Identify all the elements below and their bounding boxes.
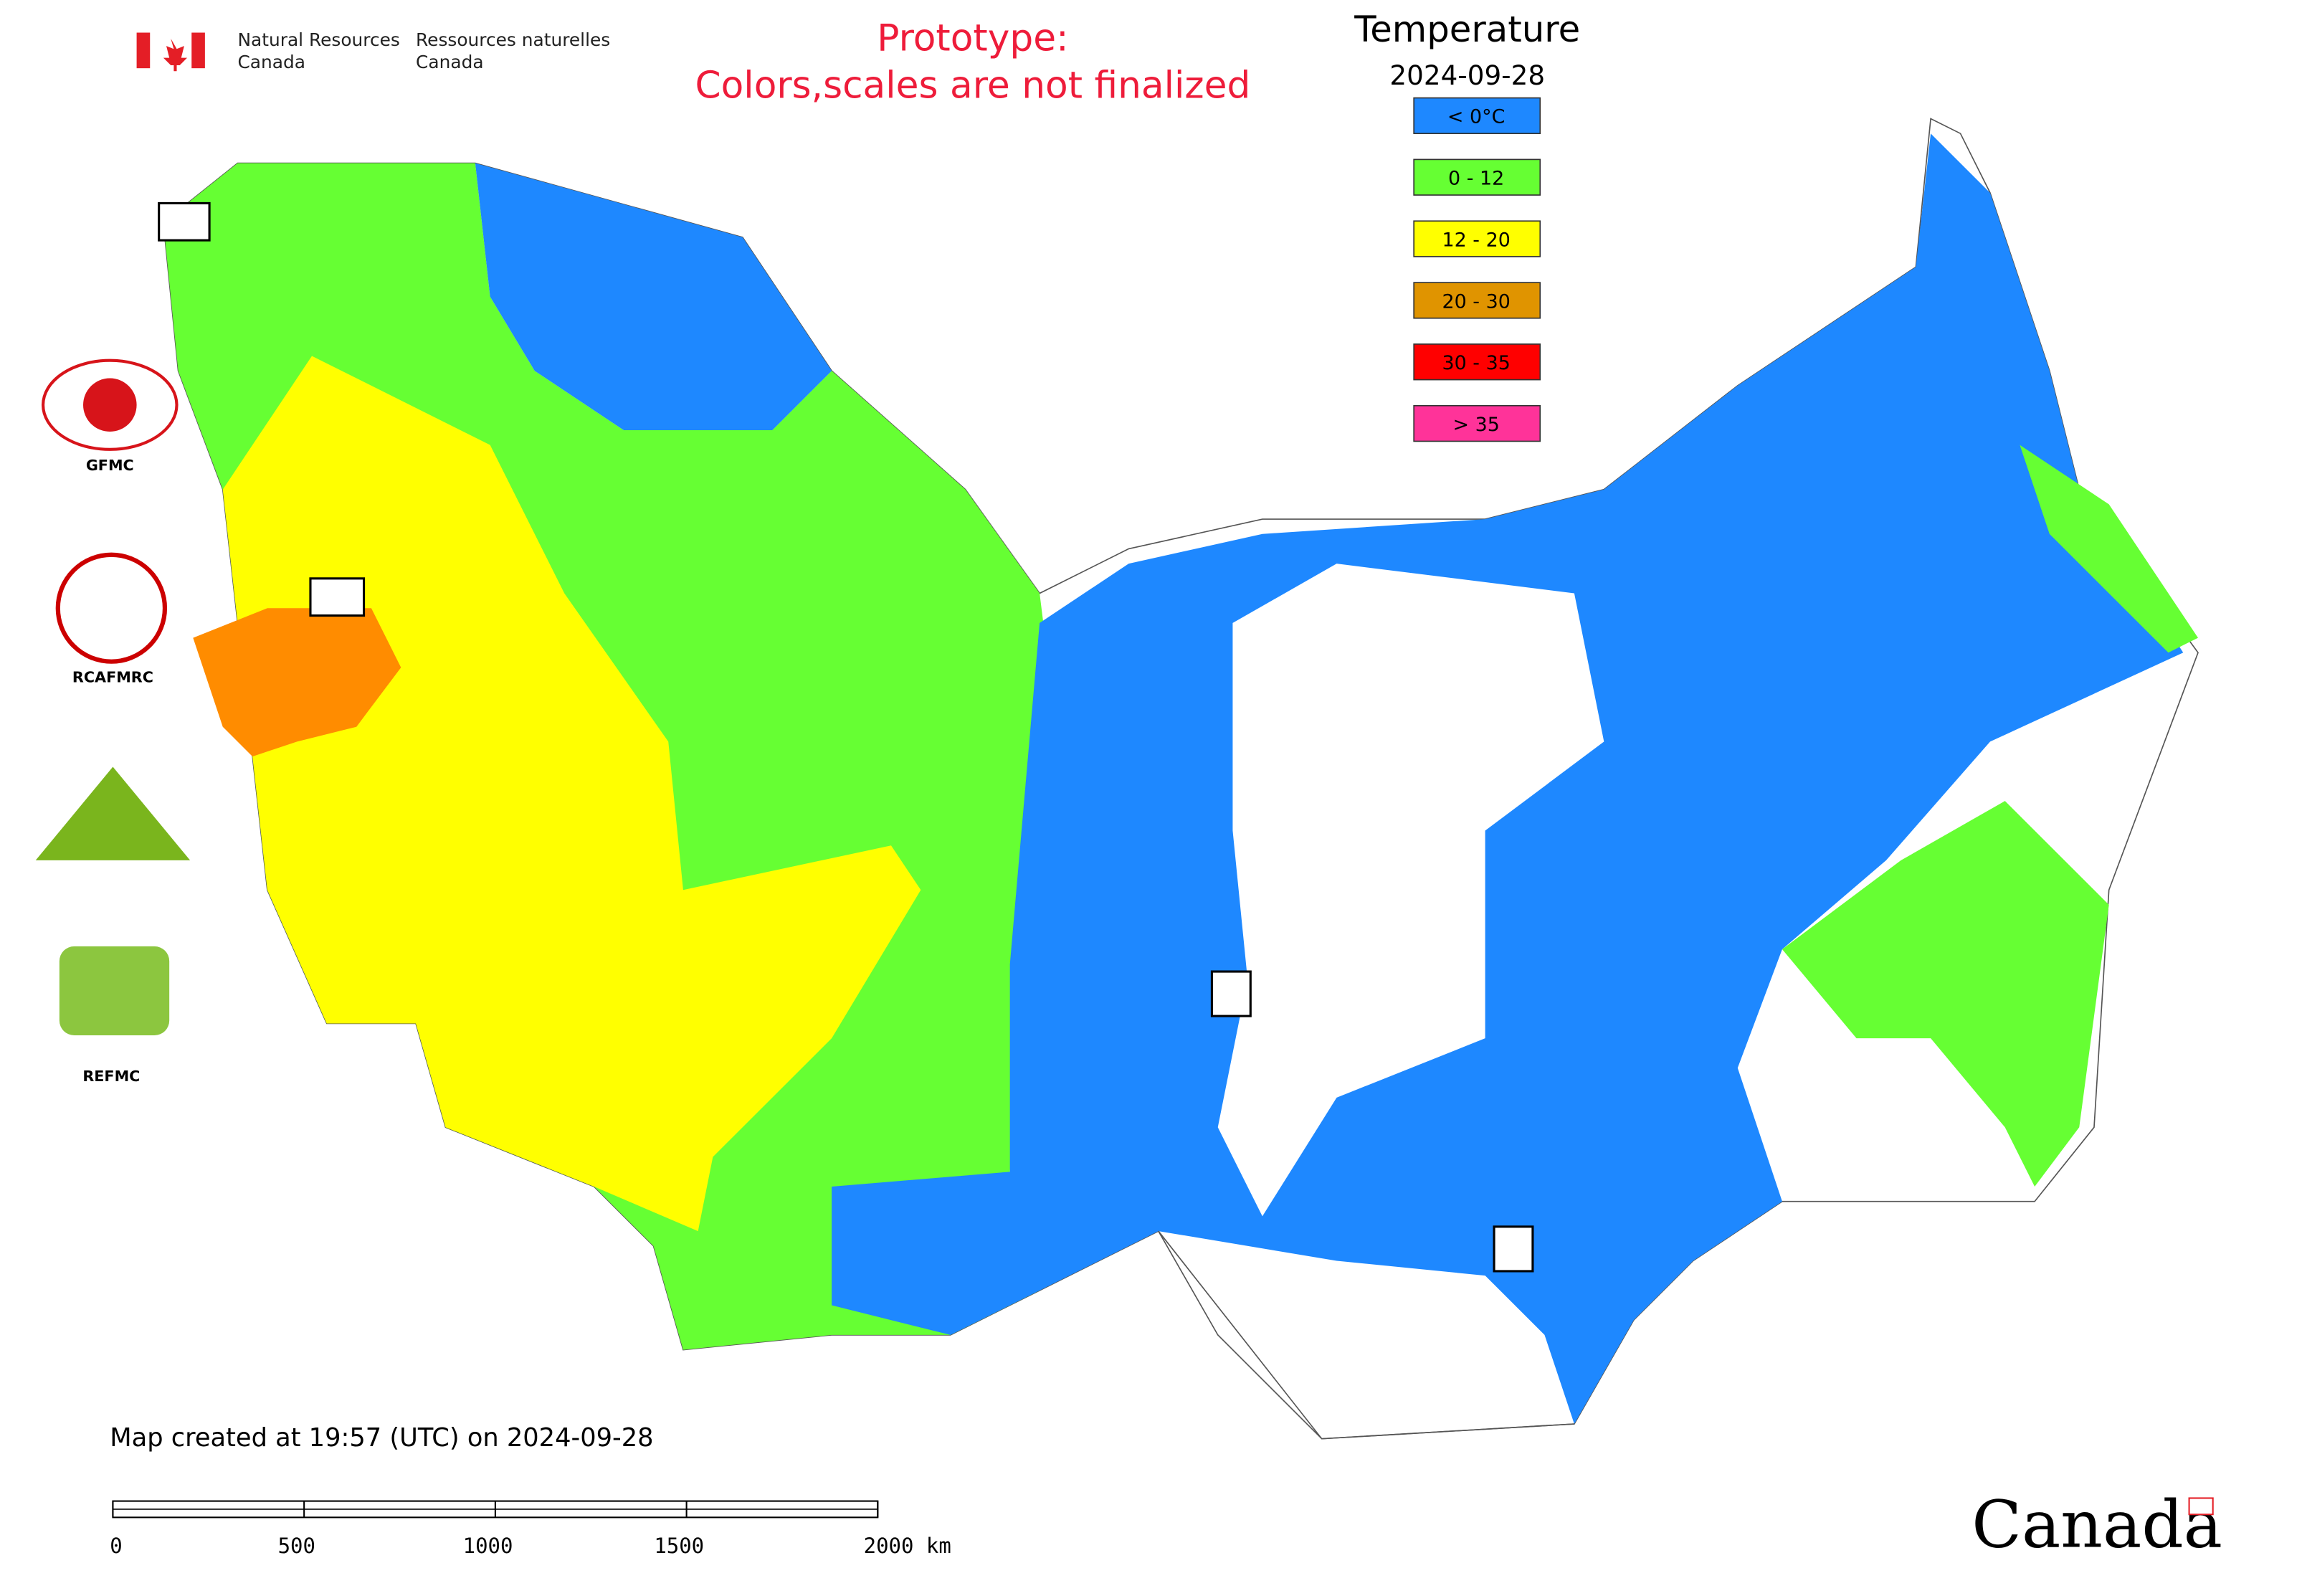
department-fr: Ressources naturelles [416,29,610,50]
logo-marker [1210,970,1252,1017]
legend-swatch [1413,404,1541,442]
legend-title: Temperature [1354,9,1580,50]
legend-swatch [1413,282,1541,319]
legend: < 0°C 0 - 12 12 - 20 20 - 30 30 - 35 > 35 [1413,97,1541,442]
logo-label: GFMC [86,457,134,474]
reefmc-logo [35,766,191,860]
region-20-30 [193,608,401,757]
region-below-0 [475,163,832,430]
legend-label: 12 - 20 [1442,229,1511,251]
legend-swatch [1413,220,1541,257]
logo-label: RCAFMRC [72,669,153,686]
gfmc-logo [42,358,179,451]
notice: Prototype: [877,16,1068,60]
legend-label: 20 - 30 [1442,290,1511,313]
gfmc-logo [83,378,137,432]
scale-bar: 0 500 1000 1500 2000 km [110,1500,951,1558]
legend-swatch [1413,97,1541,135]
scale-bar-label: 2000 km [864,1534,951,1558]
region-0-12 [2020,445,2198,653]
wordmark-flag [2188,1497,2214,1516]
rcafmrc-logo [55,552,168,664]
logo-label: REFMC [82,1068,140,1085]
logo-marker [309,577,366,617]
region-0-12 [1782,801,2109,1187]
notice: Colors,scales are not finalized [695,65,1250,108]
logos: GFMC RCAFMRC REFMC [35,201,1534,1273]
scale-bar-label: 1500 [654,1534,704,1558]
legend-label: 30 - 35 [1442,352,1511,374]
logo-marker [158,201,211,242]
mongolia-border [1158,1230,1574,1440]
department-en: Canada [237,52,305,72]
legend-label: < 0°C [1447,106,1506,128]
department-fr: Canada [416,52,484,72]
legend-date: 2024-09-28 [1389,60,1545,91]
refmc-logo [59,946,170,1036]
legend-label: > 35 [1452,414,1499,436]
map-land [163,118,2199,1440]
legend-swatch [1413,343,1541,381]
department-en: Natural Resources [237,29,399,50]
canada-flag [136,32,205,72]
canada-wordmark: Canada [1972,1487,2222,1563]
created-note: Map created at 19:57 (UTC) on 2024-09-28 [110,1423,653,1453]
logo-marker [1493,1225,1534,1273]
region-no-data [1217,564,1604,1217]
scale-bar-label: 0 [110,1534,122,1558]
legend-label: 0 - 12 [1448,168,1504,190]
scale-bar-label: 500 [278,1534,315,1558]
region-12-20 [222,356,921,1232]
scale-bar-label: 1000 [463,1534,513,1558]
legend-swatch [1413,158,1541,196]
